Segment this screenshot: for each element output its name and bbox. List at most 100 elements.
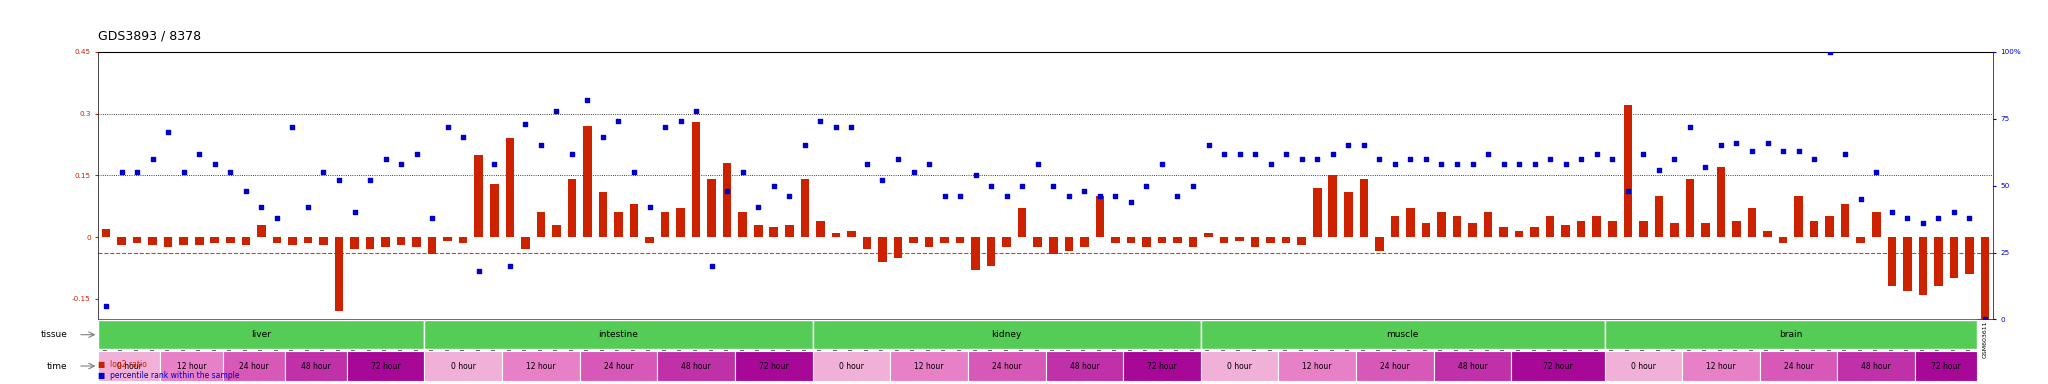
Bar <box>1122 351 1200 381</box>
Bar <box>1716 167 1724 237</box>
Bar <box>723 163 731 237</box>
Point <box>819 124 852 130</box>
Bar <box>1112 237 1120 243</box>
Bar <box>102 229 111 237</box>
Bar <box>520 237 530 250</box>
Point <box>1331 142 1364 149</box>
Bar <box>1049 237 1057 253</box>
Point <box>229 188 262 194</box>
Bar <box>784 225 793 237</box>
Point <box>1595 156 1628 162</box>
Bar <box>1855 237 1866 243</box>
Bar <box>489 184 498 237</box>
Bar <box>909 237 918 243</box>
Bar <box>1577 220 1585 237</box>
Bar <box>584 126 592 237</box>
Point <box>246 204 279 210</box>
Bar <box>1047 351 1122 381</box>
Bar <box>598 192 606 237</box>
Point <box>850 161 883 167</box>
Point <box>399 151 432 157</box>
Bar <box>225 237 236 243</box>
Point <box>1812 49 1845 55</box>
Bar <box>1888 237 1896 286</box>
Point <box>1720 140 1753 146</box>
Bar <box>133 237 141 243</box>
Point <box>1317 151 1350 157</box>
Point <box>727 169 760 175</box>
Bar <box>475 155 483 237</box>
Point <box>1548 161 1581 167</box>
Point <box>586 134 618 141</box>
Bar <box>1034 237 1042 247</box>
Point <box>324 177 356 183</box>
Bar <box>1065 237 1073 252</box>
Text: 48 hour: 48 hour <box>1458 361 1487 371</box>
Text: 0 hour: 0 hour <box>117 361 141 371</box>
Bar <box>1604 351 1681 381</box>
Bar <box>891 351 969 381</box>
Bar <box>1343 192 1352 237</box>
Bar <box>1126 237 1135 243</box>
Point <box>928 193 961 199</box>
Point <box>1767 148 1800 154</box>
Bar <box>1950 237 1958 278</box>
Point <box>944 193 977 199</box>
Point <box>1907 220 1939 226</box>
Bar <box>754 225 762 237</box>
Point <box>1145 161 1178 167</box>
Point <box>1968 316 2001 323</box>
Point <box>524 142 557 149</box>
Bar <box>956 237 965 243</box>
Bar <box>164 237 172 247</box>
Bar <box>319 237 328 245</box>
Bar <box>1438 212 1446 237</box>
Point <box>1690 164 1722 170</box>
Bar <box>735 351 813 381</box>
Text: kidney: kidney <box>991 330 1022 339</box>
Bar <box>692 122 700 237</box>
Point <box>1487 161 1520 167</box>
Point <box>649 124 682 130</box>
Text: ■  log2 ratio: ■ log2 ratio <box>98 361 147 369</box>
Bar <box>815 220 825 237</box>
Bar <box>831 233 840 237</box>
Point <box>168 169 201 175</box>
Bar <box>553 225 561 237</box>
Bar <box>567 179 575 237</box>
Bar <box>1733 220 1741 237</box>
Point <box>1503 161 1536 167</box>
Point <box>1100 193 1133 199</box>
Bar <box>801 179 809 237</box>
Bar <box>1499 227 1507 237</box>
Point <box>1083 193 1116 199</box>
Point <box>741 204 774 210</box>
Bar <box>1266 237 1276 243</box>
Bar <box>1561 225 1571 237</box>
Point <box>121 169 154 175</box>
Bar <box>813 320 1200 349</box>
Text: 24 hour: 24 hour <box>240 361 268 371</box>
Bar <box>303 237 311 243</box>
Point <box>1161 193 1194 199</box>
Point <box>385 161 418 167</box>
Bar <box>1360 179 1368 237</box>
Bar <box>1468 223 1477 237</box>
Bar <box>1669 223 1679 237</box>
Bar <box>258 225 266 237</box>
Point <box>1876 209 1909 215</box>
Bar <box>1919 237 1927 295</box>
Point <box>276 124 309 130</box>
Text: 48 hour: 48 hour <box>1862 361 1890 371</box>
Point <box>758 182 791 189</box>
Bar <box>147 237 158 245</box>
Bar <box>1096 196 1104 237</box>
Point <box>104 169 137 175</box>
Text: muscle: muscle <box>1386 330 1419 339</box>
Bar <box>1686 179 1694 237</box>
Bar <box>1221 237 1229 243</box>
Text: tissue: tissue <box>41 330 68 339</box>
Point <box>975 182 1008 189</box>
Point <box>788 142 821 149</box>
Text: 24 hour: 24 hour <box>604 361 633 371</box>
